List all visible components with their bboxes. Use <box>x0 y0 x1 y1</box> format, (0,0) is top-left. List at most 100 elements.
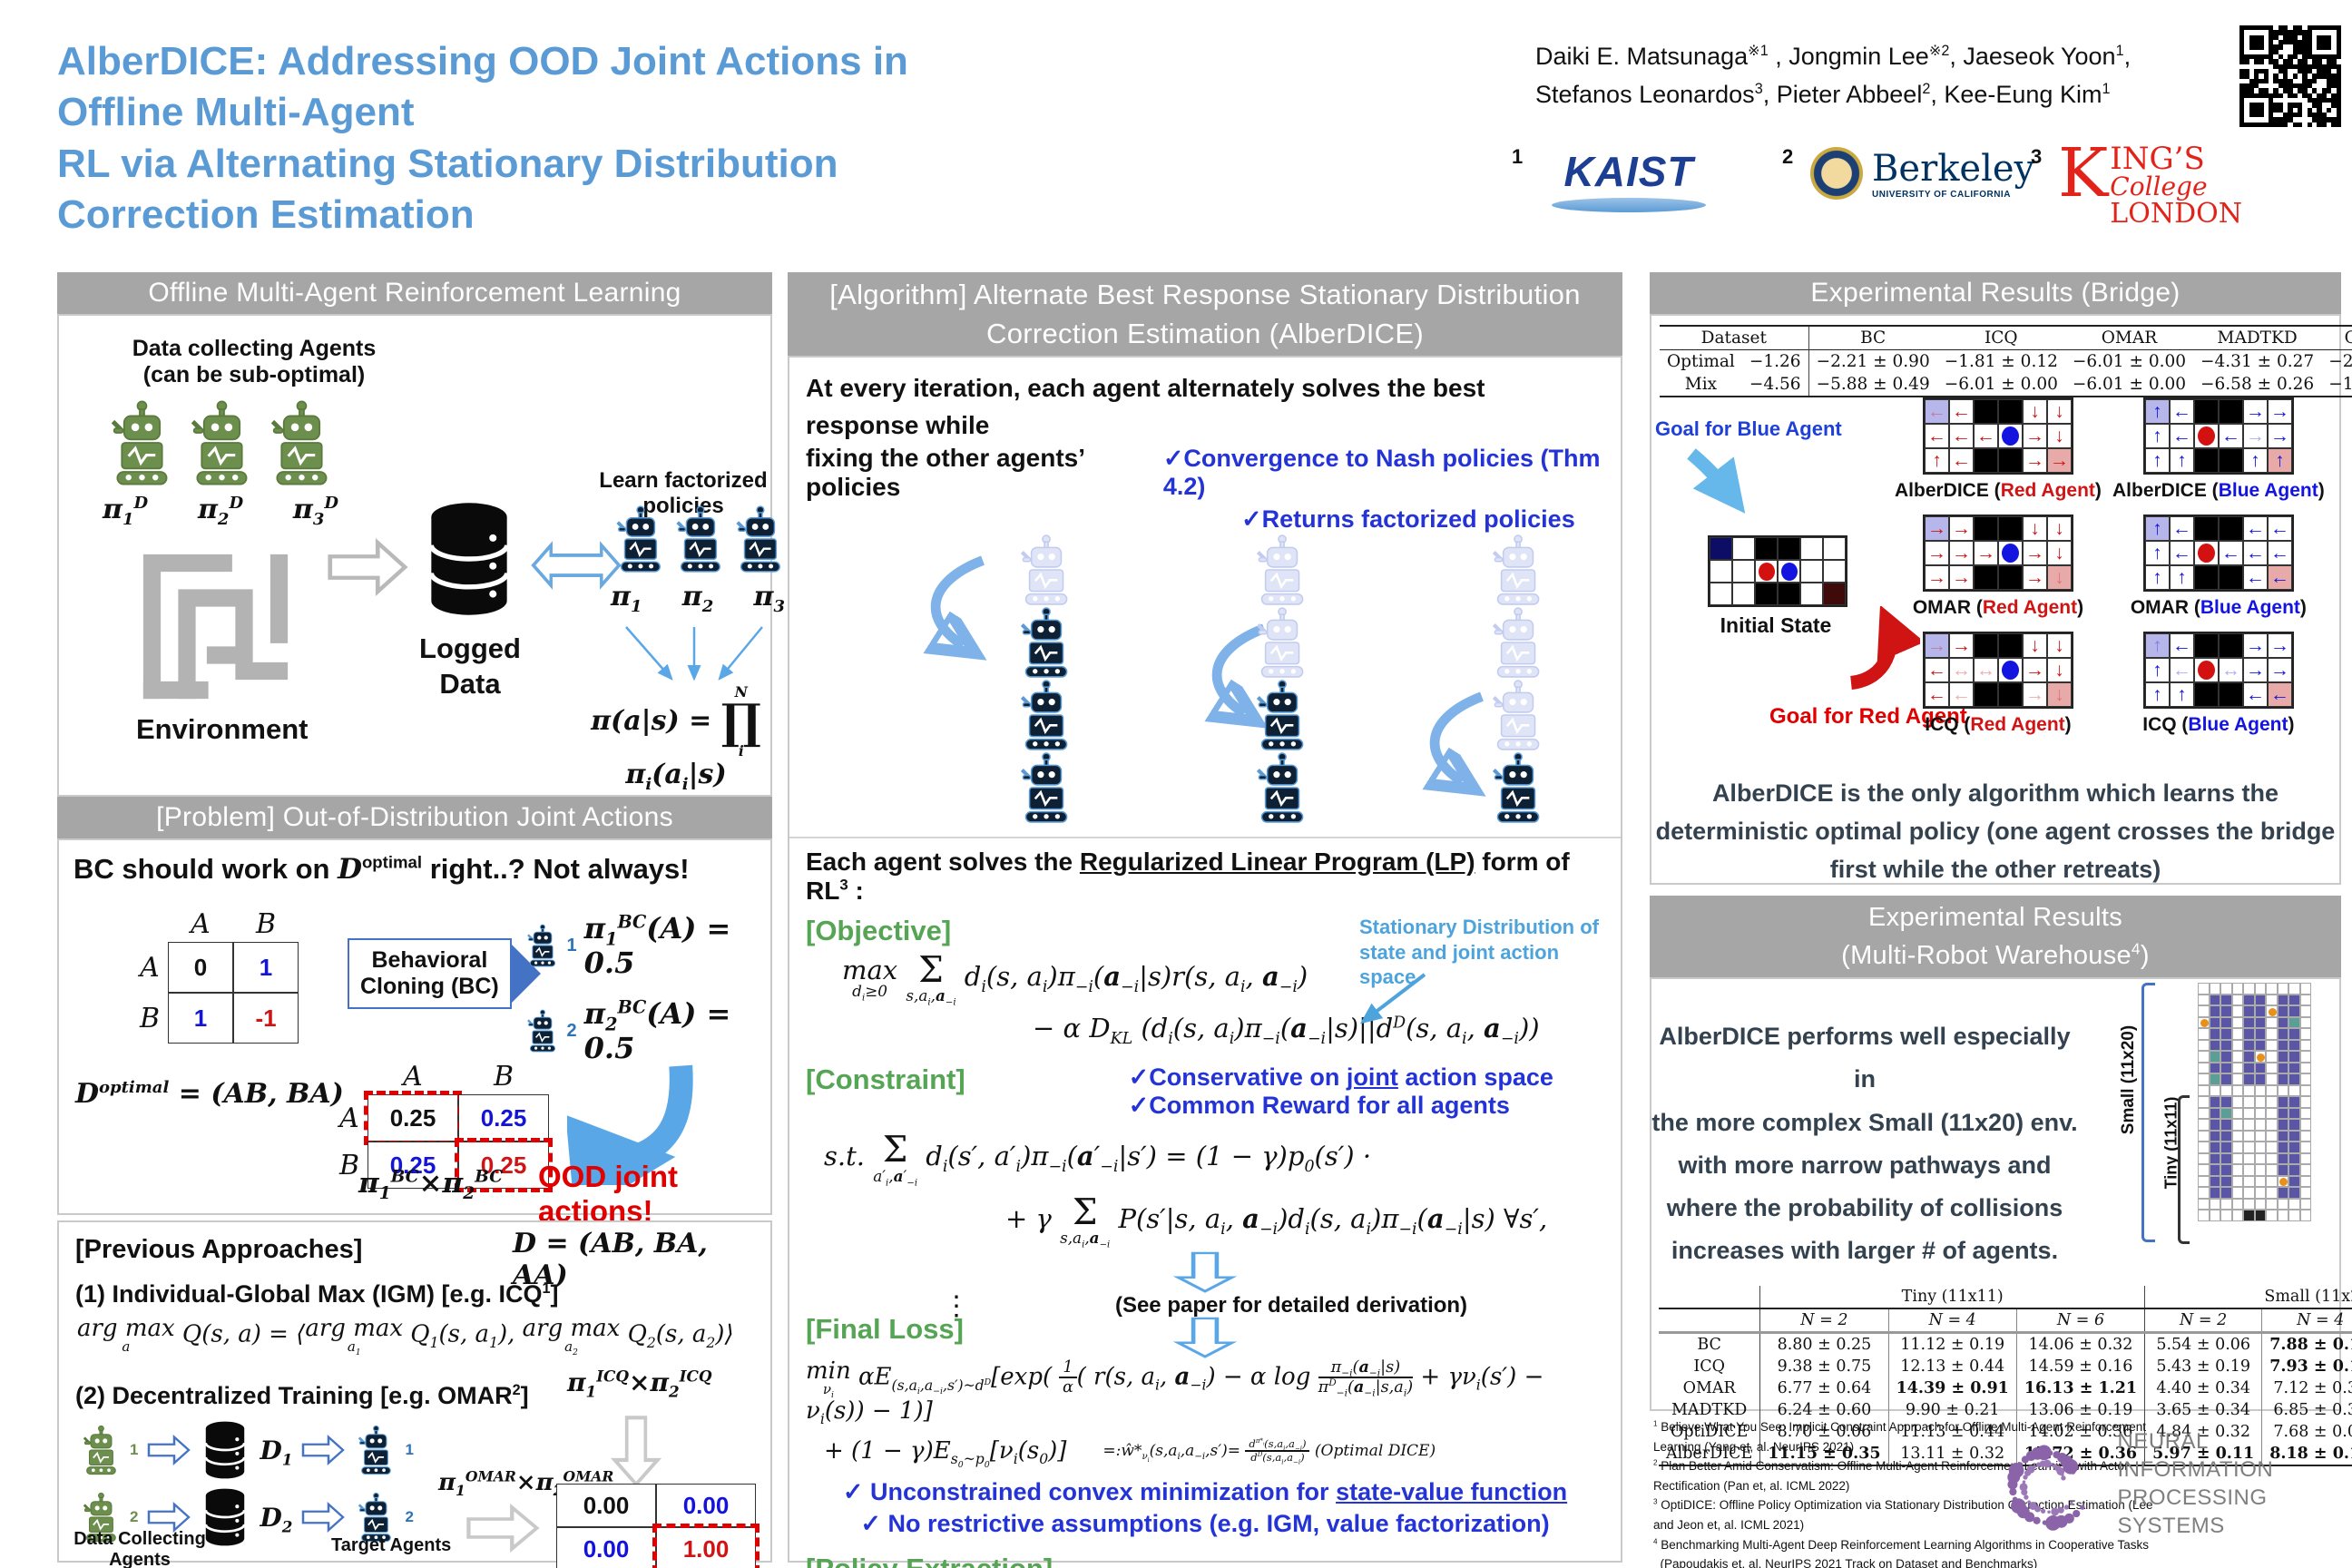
omar-product-label: π1OMAR×π2OMAR <box>438 1467 614 1500</box>
robot-icon <box>1486 606 1546 679</box>
ood-label: OOD joint actions! <box>538 1160 678 1228</box>
optimal-dice-note: =:ŵ*νi(s,ai,a−i,s′)= dπ*i(s,ai,a−i) dD(s,… <box>1102 1437 1436 1466</box>
robot-icon <box>1014 679 1074 751</box>
robot-icon <box>671 505 727 573</box>
berkeley-logo: Berkeley UNIVERSITY OF CALIFORNIA <box>1810 147 2034 200</box>
product-equation: π(a|s) = N ∏ i πi(ai|s) <box>591 683 761 794</box>
middle-section-box: At every iteration, each agent alternate… <box>788 356 1622 1568</box>
robot-icon <box>524 1006 560 1055</box>
small-bracket-icon <box>2141 983 2155 1242</box>
robot-icon <box>1014 751 1074 824</box>
d-full-label: D = (AB, BA, AA) <box>513 1228 708 1291</box>
initial-state-label: Initial State <box>1720 613 1832 637</box>
robot-icon <box>1250 606 1310 679</box>
authors-line1: Daiki E. Matsunaga※1 , Jongmin Lee※2, Ja… <box>1535 43 2132 70</box>
robot-icon <box>1014 534 1074 606</box>
right-arrow-icon <box>327 537 408 597</box>
robot-icon <box>79 1492 121 1543</box>
policy-grid: ↑ ← → → ↑ ← ↔ → → ↑ ↑ ← ← ICQ (Blue Agent) <box>2112 632 2325 736</box>
data-agents-label: Data collecting Agents (can be sub-optima… <box>132 336 377 387</box>
logged-data-label: Logged Data <box>419 632 521 700</box>
robot-icon <box>182 399 257 486</box>
robot-stack-3 <box>1486 534 1546 824</box>
kcl-k: K <box>2058 134 2109 212</box>
bc-arrow-label: Behavioral Cloning (BC) <box>348 938 512 1009</box>
bc-product-matrix: A B A 0.25 0.25 B 0.25 0.25 <box>331 1058 553 1192</box>
affil3-num: 3 <box>2031 145 2043 168</box>
check-common-reward: ✓Common Reward for all agents <box>1128 1092 1510 1120</box>
qr-code <box>2239 25 2341 127</box>
poster-title: AlberDICE: Addressing OOD Joint Actions … <box>57 36 946 240</box>
right-arrow-icon <box>147 1434 191 1466</box>
robot-icon <box>1250 679 1310 751</box>
authors-line2: Stefanos Leonardos3, Pieter Abbeel2, Kee… <box>1535 80 2111 108</box>
down-arrow-icon <box>1172 1251 1238 1293</box>
berkeley-logo-sub: UNIVERSITY OF CALIFORNIA <box>1872 189 2011 200</box>
bc-policy-1: 1 π1BC(A) = 0.5 <box>524 911 770 980</box>
red-goal-arrow-icon <box>1849 606 1920 690</box>
target-agents-label: Target Agents <box>331 1535 452 1555</box>
bridge-diagrams: Goal for Blue Agent Initial State Goal f… <box>1651 397 2339 760</box>
left-section1-header: Offline Multi-Agent Reinforcement Learni… <box>57 272 772 314</box>
bc-claim: BC should work on Doptimal right..? Not … <box>74 852 690 886</box>
d-optimal-label: Doptimal = (AB, BA) <box>75 1078 344 1110</box>
objective-eq2: − α DKL (di(s, ai)π−i(a−i|s)||dD(s, ai, … <box>1033 1013 1540 1049</box>
curved-arrow-icon <box>1405 691 1504 797</box>
robot-icon <box>524 921 560 970</box>
derivation-note: (See paper for detailed derivation) <box>1114 1293 1468 1318</box>
right-arrow-icon <box>147 1501 191 1534</box>
warehouse-small-label: Small (11x20) <box>2119 1024 2139 1135</box>
double-arrow-icon <box>531 538 622 593</box>
database-icon <box>200 1487 250 1547</box>
data-collecting-agents-label: Data Collecting Agents <box>74 1529 206 1568</box>
pi-d-labels: π1D π2D π3D <box>103 494 338 529</box>
policy-grid: ↑ ← → → ↑ ← ← → → ↑ ↑ ↑ ↑ AlberDICE (Blue Agent) <box>2112 397 2325 502</box>
neurips-logo: NEURAL INFORMATION PROCESSING SYSTEMS <box>1987 1416 2352 1552</box>
final-loss-label: [Final Loss] <box>806 1313 964 1346</box>
warehouse-text: AlberDICE performs well especially in the… <box>1651 1023 2078 1265</box>
robot-icon <box>1486 751 1546 824</box>
kcl-london: LONDON <box>2110 198 2242 230</box>
check-unconstrained: ✓ Unconstrained convex minimization for … <box>842 1478 1568 1506</box>
learn-factorized-label: Learn factorized policies <box>599 468 768 518</box>
robot-icon <box>354 1425 396 1475</box>
database-icon <box>420 495 518 622</box>
bridge-results-table: DatasetBCICQOMARMADTKDOptiDICEAlberDICEO… <box>1660 325 2352 397</box>
kcl-ings: ING’S <box>2110 141 2205 177</box>
kcl-logo: K ING’S College LONDON <box>2058 134 2242 230</box>
policy-grid: ↑ ← ← ← ↑ ← ← ← ← ↑ ↑ ← ← OMAR (Blue Agent) <box>2112 514 2325 619</box>
kaist-logo: KAIST <box>1543 147 1715 212</box>
right-section2-box: AlberDICE performs well especially in the… <box>1650 977 2352 1465</box>
affil2-num: 2 <box>1782 145 1794 168</box>
curved-down-left-arrow-icon <box>567 1064 693 1185</box>
decentralized-diagram: 1 D1 1 2 D2 2 <box>79 1420 414 1547</box>
down-arrow-icon <box>1172 1317 1238 1358</box>
robot-icon <box>611 505 667 573</box>
decentralized-title: (2) Decentralized Training [e.g. OMAR2] <box>75 1382 529 1409</box>
neurips-line2: PROCESSING SYSTEMS <box>2117 1485 2268 1539</box>
robot-icon <box>1250 534 1310 606</box>
berkeley-logo-text: Berkeley <box>1872 147 2035 190</box>
right-arrow-icon <box>301 1501 346 1534</box>
neurips-swirl-icon <box>1987 1416 2109 1552</box>
robot-icon <box>79 1425 121 1475</box>
vertical-dots: ⋮ <box>942 1290 970 1321</box>
intro-line2: fixing the other agents’ policies <box>806 444 1084 502</box>
policy-grids-col2: ↑ ← → → ↑ ← ← → → ↑ ↑ ↑ ↑ AlberDICE (Blue Agent) ↑ ← ← ← ↑… <box>2112 397 2325 736</box>
robot-icon <box>1486 534 1546 606</box>
database-icon <box>200 1420 250 1480</box>
pi-labels: π1 π2 π3 <box>611 581 785 616</box>
curved-arrow-icon <box>1187 623 1287 729</box>
check-no-assumptions: ✓ No restrictive assumptions (e.g. IGM, … <box>860 1510 1550 1538</box>
robot-icon <box>354 1492 396 1543</box>
bridge-conclusion: AlberDICE is the only algorithm which le… <box>1655 779 2336 883</box>
payoff-matrix: A B A 0 1 B 1 -1 <box>132 906 299 1044</box>
policy-grid: → → ↓ ↓ ← ↔ ↔ → ↓ ← ← → ↓ ICQ (Red Agent) <box>1895 632 2102 736</box>
title-line2: RL via Alternating Stationary Distributi… <box>57 141 838 237</box>
initial-state-grid <box>1708 535 1847 610</box>
down-arrow-icon <box>610 1415 662 1487</box>
